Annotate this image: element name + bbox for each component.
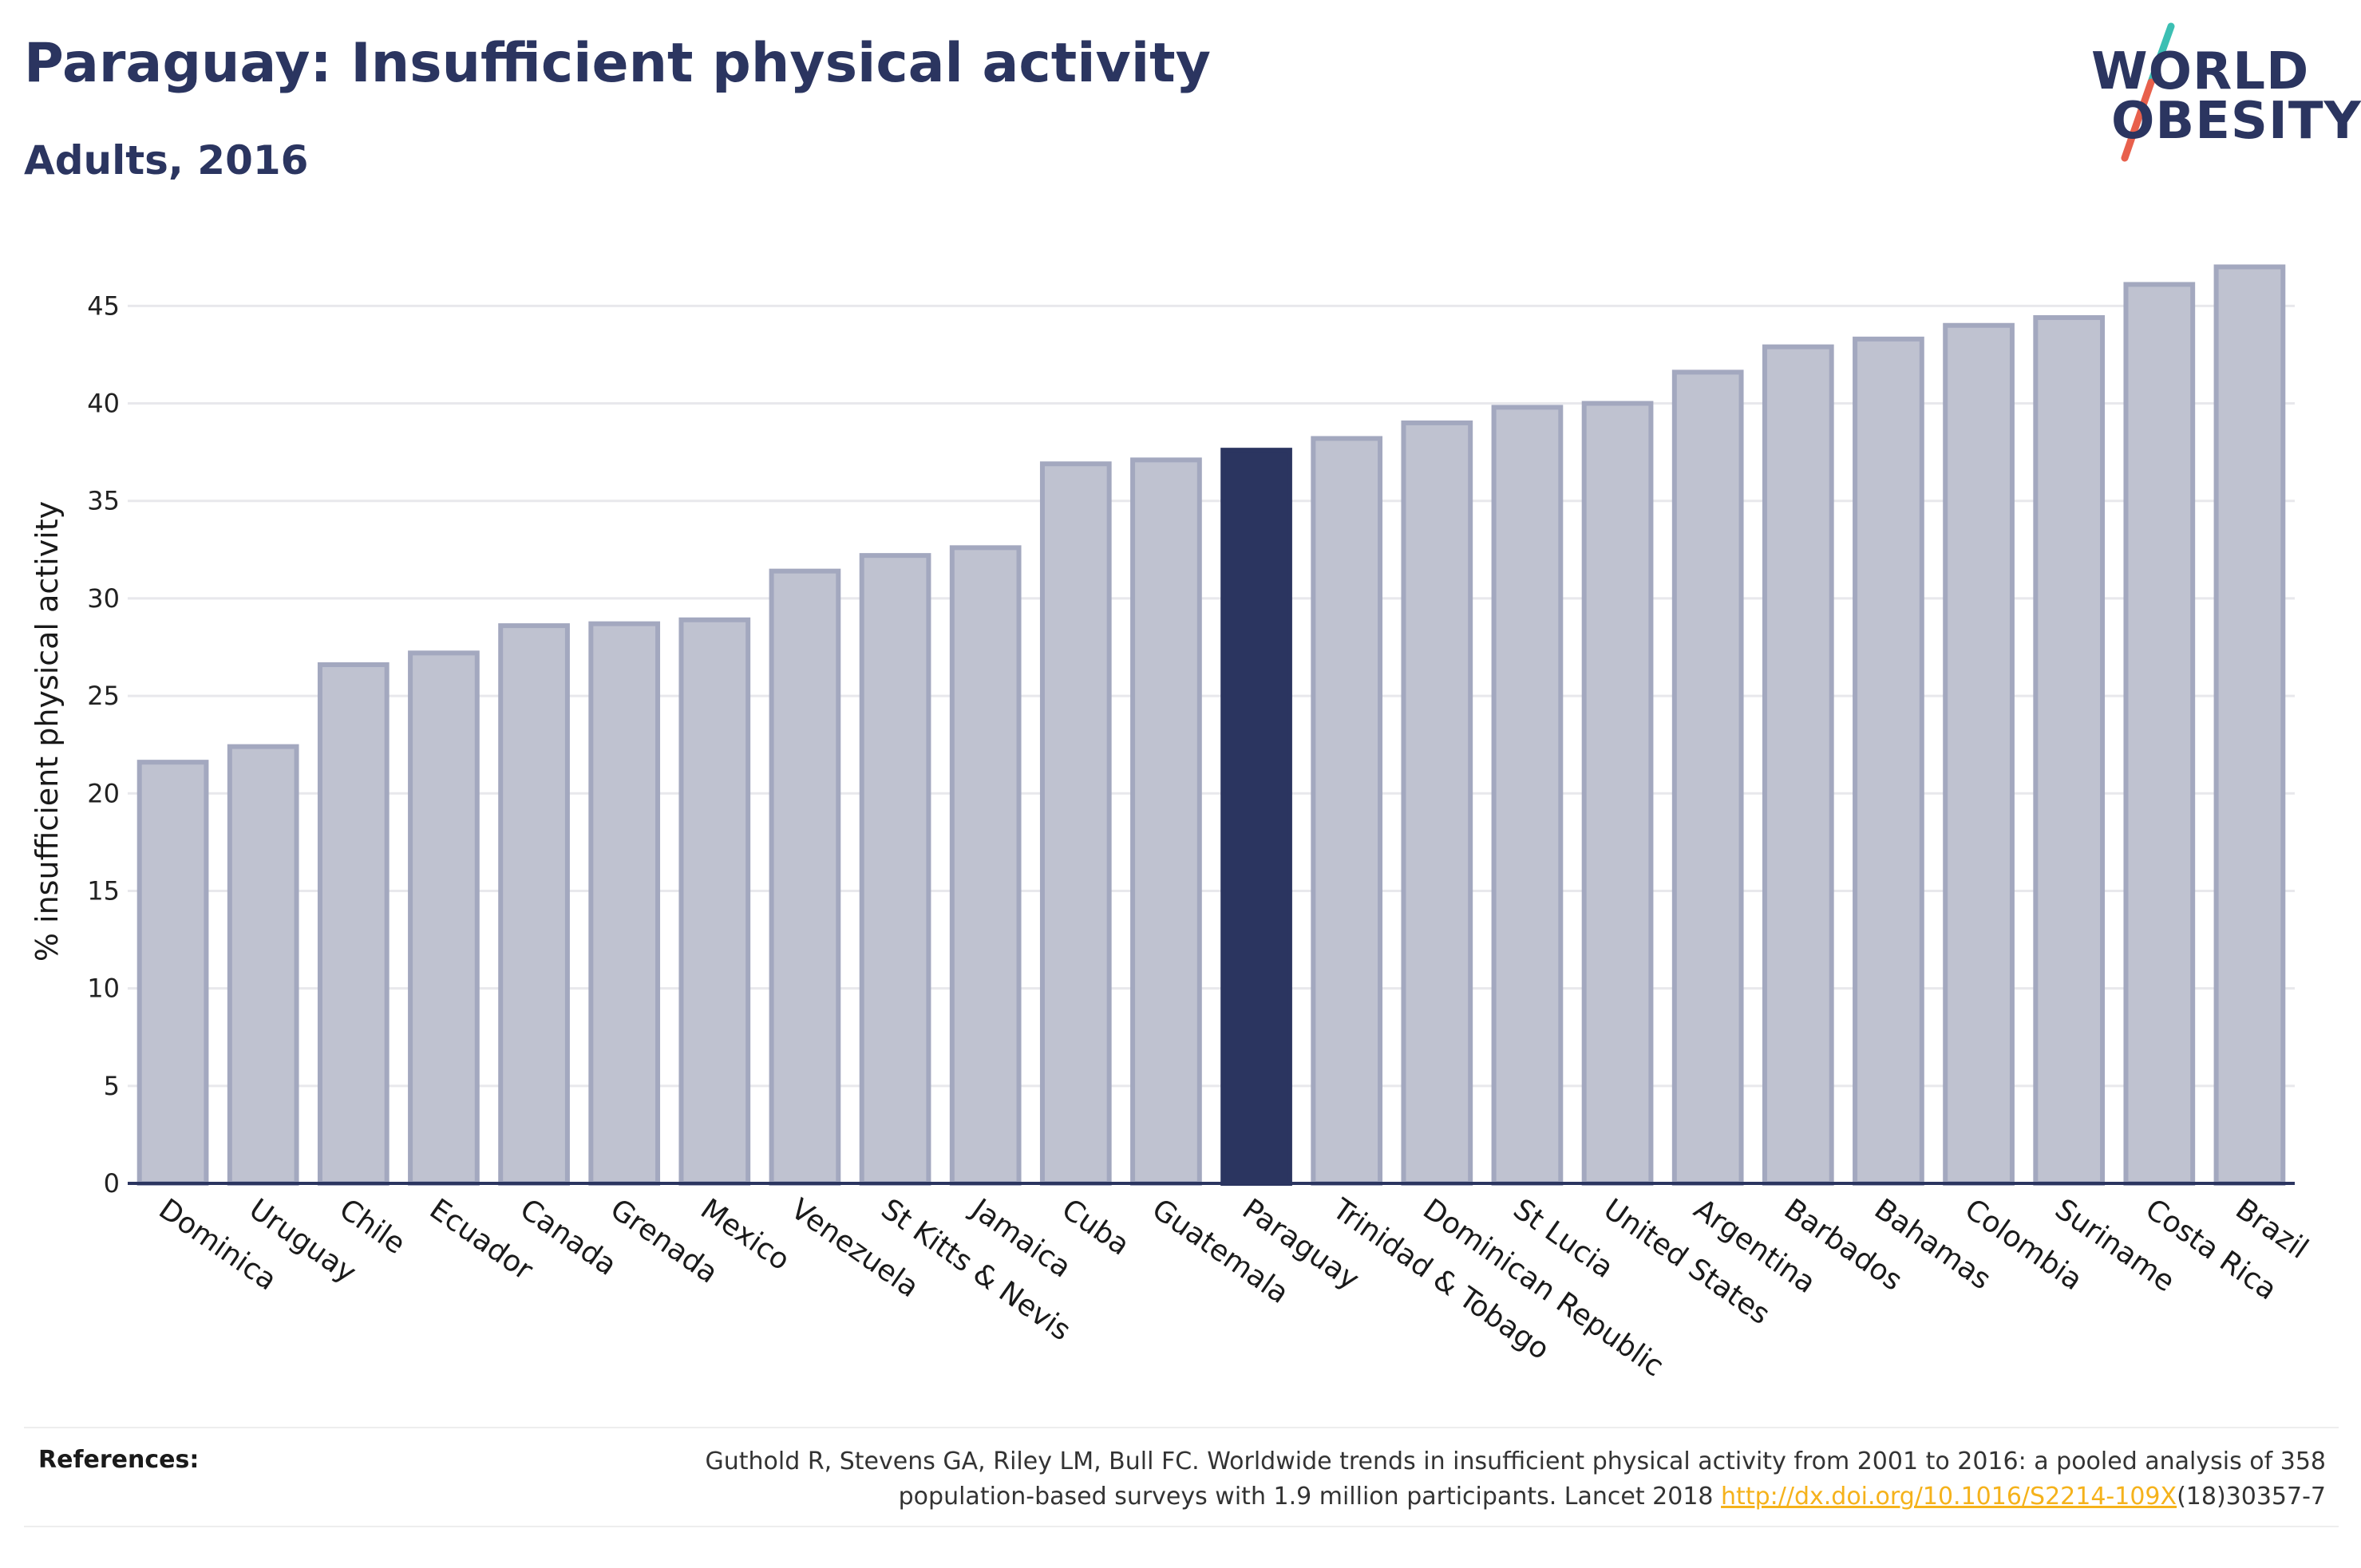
- bar: [588, 621, 661, 1186]
- bar: [1671, 369, 1744, 1186]
- references-label: References:: [38, 1446, 200, 1474]
- footer-divider-top: [24, 1427, 2339, 1428]
- bar: [1853, 336, 1924, 1187]
- bar: [1130, 457, 1202, 1186]
- bar: [1581, 401, 1654, 1186]
- bar: [769, 568, 841, 1186]
- logo-line-1: WORLD: [2091, 42, 2310, 101]
- bar: [859, 553, 931, 1186]
- bar: [1491, 405, 1564, 1186]
- logo-line-2: OBESITY: [2111, 92, 2361, 151]
- chart-title: Paraguay: Insufficient physical activity: [24, 32, 1212, 95]
- chart-subtitle: Adults, 2016: [24, 137, 309, 184]
- y-tick-label: 30: [87, 583, 120, 614]
- reference-line-2-start: population-based surveys with 1.9 millio…: [898, 1483, 1722, 1511]
- references-text: Guthold R, Stevens GA, Riley LM, Bull FC…: [490, 1444, 2326, 1515]
- y-tick-label: 0: [104, 1168, 120, 1199]
- y-axis-label: % insufficient physical activity: [30, 501, 65, 962]
- y-tick-label: 5: [104, 1071, 120, 1101]
- y-tick-label: 20: [87, 778, 120, 808]
- bar: [136, 760, 209, 1186]
- bar: [408, 650, 480, 1186]
- y-tick-label: 45: [87, 290, 120, 321]
- bar: [2123, 282, 2196, 1186]
- reference-line-2-end: (18)30357-7: [2177, 1483, 2326, 1511]
- world-obesity-logo: WORLD OBESITY: [2075, 22, 2361, 166]
- bar: [1311, 436, 1383, 1186]
- bar: [1762, 344, 1834, 1187]
- bar: [949, 545, 1022, 1186]
- reference-line-1: Guthold R, Stevens GA, Riley LM, Bull FC…: [705, 1448, 2326, 1475]
- reference-doi-link[interactable]: http://dx.doi.org/10.1016/S2214-109X: [1721, 1483, 2177, 1511]
- bar: [1943, 322, 2015, 1186]
- y-tick-label: 10: [87, 974, 120, 1004]
- y-tick-label: 35: [87, 486, 120, 516]
- bar: [2033, 314, 2106, 1187]
- bar: [678, 617, 751, 1186]
- reference-line-2: population-based surveys with 1.9 millio…: [490, 1479, 2326, 1515]
- bar: [498, 623, 570, 1186]
- logo-slash-icon: [2121, 22, 2175, 162]
- x-tick-label: Ecuador: [424, 1193, 539, 1287]
- bar: [317, 662, 390, 1186]
- bar: [1039, 461, 1112, 1186]
- y-tick-label: 40: [87, 389, 120, 419]
- bar-highlight: [1220, 448, 1292, 1186]
- y-tick-label: 15: [87, 875, 120, 906]
- bar: [227, 744, 299, 1186]
- footer-divider-bottom: [24, 1526, 2339, 1527]
- y-tick-label: 25: [87, 681, 120, 711]
- bar: [2213, 264, 2286, 1186]
- bar: [1401, 420, 1473, 1186]
